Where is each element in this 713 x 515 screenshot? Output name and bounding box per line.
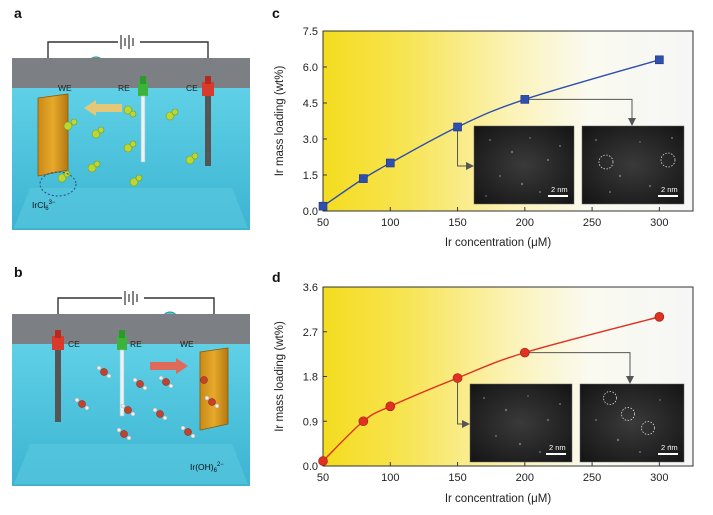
callout-arrow: [462, 420, 470, 428]
data-point: [359, 174, 368, 183]
working-electrode: [199, 347, 229, 431]
scale-bar-label: 2 nm: [661, 443, 678, 452]
counter-electrode: [52, 330, 64, 422]
panel-d: d 50 100 150 200 250 300 0.0 0.9 1.8 2.7 3.6 Ir con…: [272, 269, 694, 505]
panel-label-a: a: [14, 5, 22, 21]
data-point: [453, 122, 462, 132]
reference-electrode: [138, 76, 148, 163]
y-tick-label: 1.5: [303, 170, 318, 182]
stem-inset-c-150: 2 nm: [473, 125, 575, 205]
y-tick-label: 2.7: [303, 327, 318, 339]
migration-arrow: [84, 100, 122, 116]
x-tick-label: 250: [583, 217, 601, 229]
data-point: [520, 95, 530, 104]
y-tick-label: 7.5: [303, 26, 318, 38]
y-tick-label: 6.0: [303, 62, 318, 74]
working-electrode: [37, 93, 69, 177]
battery-icon: [122, 290, 144, 306]
panel-label-d: d: [272, 269, 281, 285]
atom-highlight: [660, 152, 676, 168]
y-tick-label: 4.5: [303, 98, 318, 110]
callout-line: [524, 352, 631, 376]
scale-bar-label: 2 nm: [551, 185, 568, 194]
x-tick-label: 50: [317, 472, 329, 484]
panel-label-b: b: [14, 264, 23, 280]
y-tick-label: 3.6: [303, 282, 318, 294]
callout-line: [457, 127, 466, 167]
x-axis-label: Ir concentration (μM): [445, 493, 551, 505]
electrode-label-ce: CE: [68, 339, 80, 349]
panel-a: a V WE RE CE: [12, 5, 250, 230]
molecule-highlight: [39, 171, 77, 197]
y-tick-label: 3.0: [303, 134, 318, 146]
ircl6-molecules: [57, 105, 199, 187]
x-tick-label: 300: [650, 472, 668, 484]
scale-bar-label: 2 nm: [549, 443, 566, 452]
panel-b: b V CE RE WE: [12, 264, 250, 486]
atom-highlight: [621, 407, 635, 421]
callout-arrow: [466, 162, 474, 170]
electrode-label-re: RE: [118, 83, 130, 93]
x-axis-label: Ir concentration (μM): [445, 237, 551, 249]
data-point: [385, 158, 395, 168]
callout-line: [524, 98, 633, 118]
electrode-label-re: RE: [130, 339, 142, 349]
battery-icon: [118, 34, 140, 50]
panel-c: c 50 100 150 200 250 300 0.0 1.5 3.0 4.5 6.0 7.5 Ir …: [272, 5, 694, 249]
species-label-b: Ir(OH)62−: [190, 462, 224, 474]
stem-inset-d-200: 2 nm: [579, 383, 685, 463]
data-point: [318, 456, 328, 466]
callout-line: [457, 377, 462, 425]
electrode-label-we: WE: [180, 339, 194, 349]
y-axis-label: Ir mass loading (wt%): [274, 66, 286, 177]
data-point: [385, 401, 396, 412]
data-point: [520, 347, 530, 358]
atom-highlight: [603, 391, 617, 405]
data-point: [358, 416, 369, 427]
callout-arrow: [626, 376, 634, 384]
callout-arrow: [628, 118, 636, 126]
iroh6-molecules: [74, 365, 220, 441]
x-tick-label: 200: [516, 217, 534, 229]
counter-electrode: [202, 76, 214, 166]
plot-frame: [322, 30, 694, 212]
data-point: [452, 373, 463, 383]
x-tick-label: 50: [317, 217, 329, 229]
y-axis-label: Ir mass loading (wt%): [274, 321, 286, 432]
scale-bar-label: 2 nm: [661, 185, 678, 194]
electrode-label-ce: CE: [186, 83, 198, 93]
x-tick-label: 200: [516, 472, 534, 484]
data-point: [654, 312, 665, 322]
y-tick-label: 1.8: [303, 372, 318, 384]
electrode-label-we: WE: [58, 83, 72, 93]
species-label-a: IrCl63−: [32, 200, 56, 212]
x-tick-label: 100: [381, 472, 399, 484]
x-tick-label: 100: [381, 217, 399, 229]
stem-inset-d-150: 2 nm: [469, 383, 573, 463]
reference-electrode: [117, 330, 127, 417]
atom-highlight: [598, 154, 614, 170]
data-point: [655, 55, 664, 65]
stem-inset-c-200: 2 nm: [581, 125, 685, 205]
tank-back-rim: [12, 314, 250, 344]
x-tick-label: 150: [448, 472, 466, 484]
y-tick-label: 0.9: [303, 416, 318, 428]
x-tick-label: 250: [583, 472, 601, 484]
x-tick-label: 150: [448, 217, 466, 229]
y-tick-label: 0.0: [303, 461, 318, 473]
data-point: [318, 201, 328, 211]
atom-highlight: [641, 421, 655, 435]
y-tick-label: 0.0: [303, 206, 318, 218]
tank-back-rim: [12, 58, 250, 88]
panel-label-c: c: [272, 5, 280, 21]
migration-arrow: [150, 358, 188, 374]
x-tick-label: 300: [650, 217, 668, 229]
